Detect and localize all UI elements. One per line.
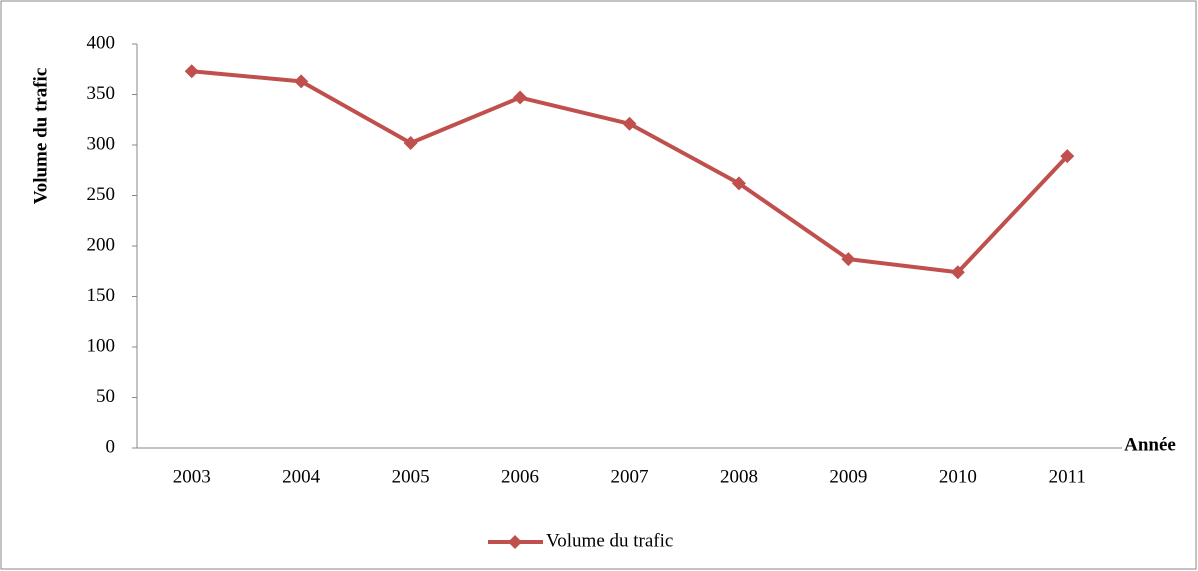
legend-label: Volume du trafic xyxy=(546,530,673,551)
x-axis-title: Année xyxy=(1124,434,1176,455)
data-point xyxy=(622,116,637,131)
x-tick-label: 2011 xyxy=(1049,466,1086,487)
x-tick-label: 2008 xyxy=(720,466,758,487)
legend-marker xyxy=(508,535,522,549)
data-point xyxy=(731,176,746,191)
y-axis-title: Volume du trafic xyxy=(30,68,51,205)
y-tick-label: 400 xyxy=(87,32,116,53)
data-point xyxy=(294,74,309,89)
y-tick-label: 300 xyxy=(87,133,116,154)
y-tick-label: 200 xyxy=(87,234,116,255)
data-point xyxy=(513,90,528,105)
x-tick-label: 2006 xyxy=(501,466,539,487)
y-tick-label: 350 xyxy=(87,83,116,104)
data-point xyxy=(184,64,199,79)
y-tick-label: 150 xyxy=(87,285,116,306)
y-tick-label: 250 xyxy=(87,184,116,205)
x-tick-label: 2005 xyxy=(392,466,430,487)
x-tick-label: 2004 xyxy=(282,466,321,487)
data-point xyxy=(950,265,965,280)
data-point xyxy=(1060,149,1075,164)
data-point xyxy=(403,135,418,150)
data-point xyxy=(841,252,856,267)
x-tick-label: 2007 xyxy=(611,466,649,487)
x-tick-label: 2009 xyxy=(829,466,867,487)
y-tick-label: 0 xyxy=(106,436,116,457)
x-tick-label: 2010 xyxy=(939,466,977,487)
y-tick-label: 50 xyxy=(96,386,115,407)
y-tick-label: 100 xyxy=(87,335,116,356)
x-tick-label: 2003 xyxy=(173,466,211,487)
